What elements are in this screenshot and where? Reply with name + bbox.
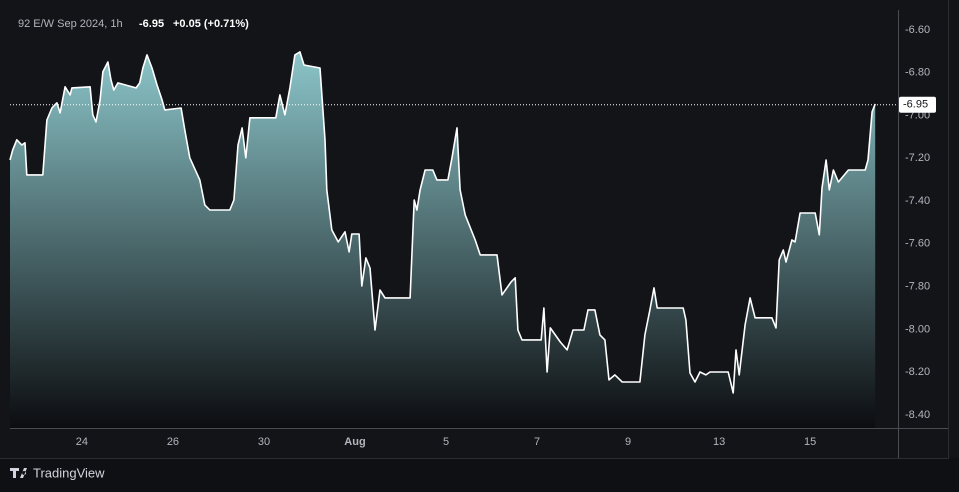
y-tick-label: -6.60 [905,24,930,36]
last-price-tag [899,96,936,113]
brand-logo: TradingView [10,465,105,480]
price-line [9,51,876,394]
price-change: +0.05 (+0.71%) [173,18,249,30]
x-tick-label: Aug [344,436,365,448]
plot-area [9,51,876,429]
x-tick-label: 9 [625,436,631,448]
x-tick-label: 7 [534,436,540,448]
x-tick-label: 13 [713,436,725,448]
y-tick-label: -8.40 [905,409,930,421]
y-tick-label: -7.80 [905,281,930,293]
y-tick-label: -8.00 [905,323,930,335]
symbol-title: 92 E/W Sep 2024, 1h [18,18,123,30]
y-tick-label: -7.60 [905,238,930,250]
x-tick-label: 24 [76,436,88,448]
last-price-tag-label: -6.95 [903,99,928,111]
x-tick-label: 30 [258,436,270,448]
x-tick-label: 5 [443,436,449,448]
x-tick-label: 15 [804,436,816,448]
y-tick-label: -6.80 [905,67,930,79]
area-fill [10,51,876,429]
x-tick-label: 26 [167,436,179,448]
last-price: -6.95 [139,18,164,30]
brand-name: TradingView [33,465,105,480]
y-tick-label: -8.20 [905,366,930,378]
y-tick-label: -7.20 [905,152,930,164]
y-tick-label: -7.40 [905,195,930,207]
logo-icon [10,468,27,478]
